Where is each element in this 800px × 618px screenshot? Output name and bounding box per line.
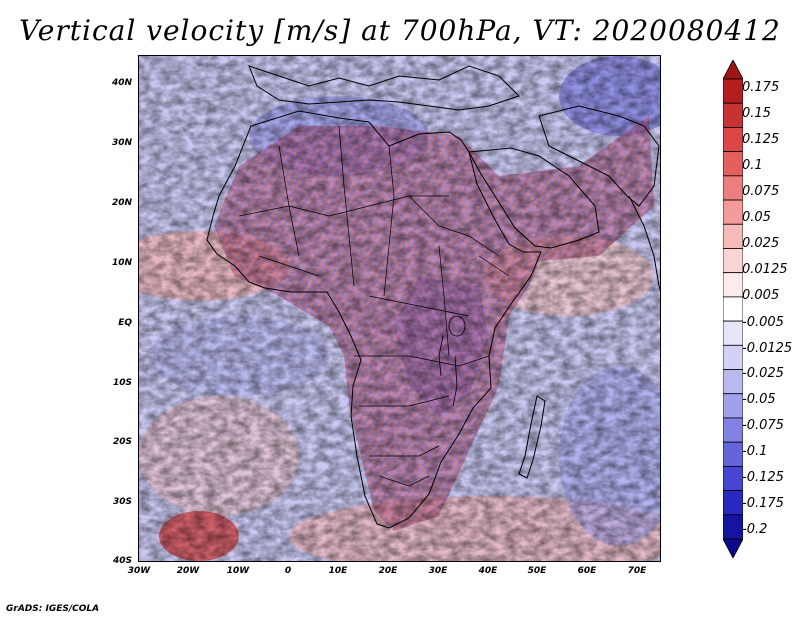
lat-label: 30N — [111, 138, 132, 148]
country-borders — [238, 125, 510, 487]
colorbar-label: -0.1 — [742, 444, 768, 459]
colorbar-cell — [723, 78, 743, 104]
colorbar-cell — [723, 272, 743, 298]
colorbar-label: -0.125 — [742, 470, 784, 485]
colorbar-cell — [723, 490, 743, 516]
colorbar-label: -0.05 — [742, 392, 776, 407]
colorbar-label: 0.125 — [742, 132, 780, 147]
lat-label: 10N — [111, 258, 132, 268]
arabia-coastline — [468, 147, 600, 249]
colorbar-label: -0.005 — [742, 315, 784, 330]
colorbar-label: 0.15 — [742, 106, 771, 121]
lat-label: 40S — [112, 556, 132, 566]
colorbar-label: 0.025 — [742, 236, 780, 251]
footer-credit: GrADS: IGES/COLA — [6, 604, 100, 614]
colorbar-cell — [723, 223, 743, 249]
madagascar-coastline — [518, 395, 546, 479]
lon-label: 30E — [428, 566, 448, 576]
colorbar-label: 0.175 — [742, 80, 780, 95]
lon-label: 70E — [627, 566, 647, 576]
lat-label: 10S — [112, 378, 132, 388]
colorbar-label: -0.2 — [742, 522, 768, 537]
colorbar-cell — [723, 248, 743, 274]
lon-label: 50E — [527, 566, 547, 576]
lakes — [438, 315, 466, 407]
lon-label: 10E — [328, 566, 348, 576]
colorbar-label: -0.0125 — [742, 341, 793, 356]
colorbar-label: 0.05 — [742, 210, 771, 225]
colorbar-label: -0.175 — [742, 496, 784, 511]
field-texture — [139, 56, 660, 561]
lat-label: 20S — [112, 437, 132, 447]
colorbar-cell — [723, 441, 743, 467]
colorbar-cell — [723, 296, 743, 322]
africa-coastline — [206, 110, 542, 529]
asia-coastline — [538, 105, 660, 207]
lon-label: 60E — [577, 566, 597, 576]
colorbar — [723, 60, 743, 558]
lon-label: 20W — [176, 566, 200, 576]
lon-label: 0 — [284, 566, 292, 576]
europe-coastline — [248, 65, 520, 111]
colorbar-cell — [723, 344, 743, 370]
colorbar-cell — [723, 514, 743, 540]
colorbar-cell — [723, 393, 743, 419]
lon-label: 20E — [378, 566, 398, 576]
lat-label: 30S — [112, 497, 132, 507]
colorbar-label: -0.025 — [742, 366, 784, 381]
colorbar-cell — [723, 151, 743, 177]
lon-label: 30W — [127, 566, 151, 576]
lon-label: 40E — [478, 566, 498, 576]
colorbar-label: 0.0125 — [742, 262, 788, 277]
colorbar-cell — [723, 417, 743, 443]
vertical-velocity-map — [139, 56, 660, 561]
colorbar-cell — [723, 320, 743, 346]
colorbar-max-arrow — [723, 60, 743, 80]
colorbar-cell — [723, 102, 743, 128]
colorbar-cell — [723, 369, 743, 395]
lat-label: EQ — [118, 318, 132, 328]
colorbar-label: -0.075 — [742, 418, 784, 433]
colorbar-cell — [723, 127, 743, 153]
lat-label: 20N — [111, 198, 132, 208]
colorbar-cell — [723, 465, 743, 491]
lon-label: 10W — [226, 566, 250, 576]
coastlines — [206, 65, 660, 529]
map-title: Vertical velocity [m/s] at 700hPa, VT: 2… — [19, 14, 781, 47]
lat-label: 40N — [111, 78, 132, 88]
colorbar-min-arrow — [723, 538, 743, 558]
colorbar-label: 0.075 — [742, 184, 780, 199]
colorbar-cell — [723, 199, 743, 225]
colorbar-label: 0.1 — [742, 158, 763, 173]
colorbar-cell — [723, 175, 743, 201]
india-coastline — [628, 195, 660, 292]
map-panel — [138, 55, 661, 562]
colorbar-label: 0.005 — [742, 288, 780, 303]
